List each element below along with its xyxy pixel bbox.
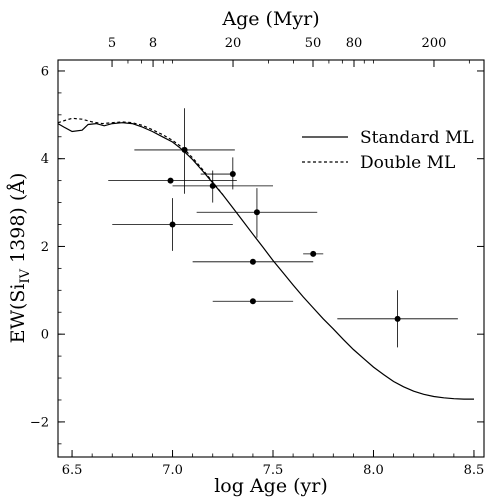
data-point — [212, 298, 294, 305]
data-marker — [167, 177, 174, 184]
legend: Standard ML Double ML — [302, 128, 474, 173]
x-axis-ticks: 6.5 7.0 7.5 8.0 8.5 — [62, 450, 485, 478]
y-axis-title-sub: IV — [18, 268, 33, 283]
data-point — [200, 157, 236, 190]
data-marker — [181, 146, 188, 153]
data-point — [112, 198, 233, 251]
x-tick-label: 7.5 — [263, 463, 284, 478]
y-tick-label: 6 — [41, 64, 49, 79]
x-tick-label: 6.5 — [62, 463, 83, 478]
y-tick-label: 4 — [41, 152, 49, 167]
data-marker — [169, 221, 176, 228]
x-axis-title: log Age (yr) — [214, 475, 328, 497]
data-point — [196, 188, 318, 238]
observed-points — [108, 108, 458, 348]
double-ml-curve — [57, 117, 224, 196]
data-point — [303, 250, 324, 257]
y-axis-title-main: EW(Si — [7, 284, 29, 344]
standard-ml-curve — [57, 122, 474, 400]
top-tick-label: 5 — [108, 36, 116, 51]
data-marker — [310, 250, 317, 257]
y-tick-label: 2 — [41, 240, 49, 255]
plot-frame — [57, 59, 485, 458]
top-tick-label: 20 — [225, 36, 242, 51]
top-axis-ticks: 5 8 20 50 80 200 — [108, 36, 470, 67]
x-tick-label: 7.0 — [162, 463, 183, 478]
top-axis-title: Age (Myr) — [221, 8, 319, 30]
data-marker — [209, 182, 216, 189]
y-tick-label: −2 — [30, 415, 49, 430]
top-tick-label: 80 — [346, 36, 363, 51]
y-tick-label: 0 — [41, 328, 49, 343]
data-marker — [229, 171, 236, 178]
data-marker — [394, 315, 401, 322]
y-axis-ticks: −2 0 2 4 6 — [30, 64, 484, 445]
top-tick-label: 8 — [149, 36, 157, 51]
data-point — [337, 290, 458, 348]
data-point — [172, 170, 274, 203]
top-tick-label: 50 — [305, 36, 322, 51]
data-marker — [249, 258, 256, 265]
x-tick-label: 8.5 — [464, 463, 485, 478]
top-tick-label: 200 — [422, 36, 447, 51]
data-point — [108, 177, 237, 184]
data-marker — [253, 209, 260, 216]
data-point — [192, 258, 314, 265]
y-axis-title-rest: 1398) (Å) — [7, 173, 29, 269]
legend-label-double: Double ML — [360, 153, 455, 173]
x-tick-label: 8.0 — [363, 463, 384, 478]
data-marker — [249, 298, 256, 305]
y-axis-title: EW(SiIV 1398) (Å) — [7, 173, 33, 344]
legend-label-standard: Standard ML — [360, 128, 474, 148]
data-point — [134, 108, 235, 194]
model-curves — [57, 117, 474, 400]
